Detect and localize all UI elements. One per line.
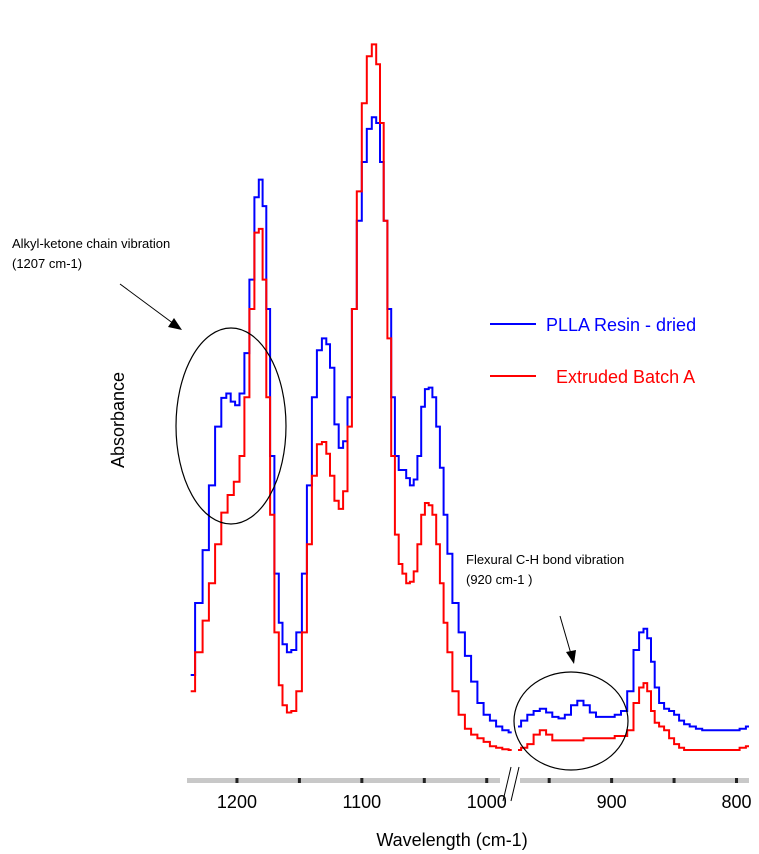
x-tick bbox=[485, 778, 489, 783]
x-tick-label: 1100 bbox=[342, 792, 381, 812]
legend-label-extruded-batch: Extruded Batch A bbox=[556, 367, 695, 387]
series-line-plla-resin-segment-1 bbox=[518, 627, 749, 732]
series-line-extruded-batch-segment-0 bbox=[190, 43, 512, 751]
x-axis-bar bbox=[187, 778, 749, 783]
highlight-ellipse bbox=[175, 327, 287, 525]
x-tick bbox=[672, 778, 676, 783]
series-line-extruded-batch-segment-1 bbox=[518, 682, 749, 751]
annotation-alkyl-ketone-title: Alkyl-ketone chain vibration bbox=[12, 236, 170, 251]
x-tick-label: 900 bbox=[597, 792, 627, 812]
y-axis-label: Absorbance bbox=[108, 372, 128, 468]
x-axis-label: Wavelength (cm-1) bbox=[376, 830, 527, 850]
x-tick-label: 1000 bbox=[467, 792, 507, 812]
x-tick bbox=[547, 778, 551, 783]
annotation-arrow-line bbox=[119, 283, 175, 325]
x-tick bbox=[422, 778, 426, 783]
legend-label-plla-resin: PLLA Resin - dried bbox=[546, 315, 696, 335]
x-tick bbox=[297, 778, 301, 783]
x-tick-label: 800 bbox=[721, 792, 751, 812]
annotation-flexural-ch-value: (920 cm-1 ) bbox=[466, 572, 532, 587]
annotation-flexural-ch-title: Flexural C-H bond vibration bbox=[466, 552, 624, 567]
x-tick-label: 1200 bbox=[217, 792, 257, 812]
x-tick bbox=[735, 778, 739, 783]
x-tick bbox=[360, 778, 364, 783]
highlight-ellipse bbox=[513, 671, 629, 771]
axis-break-mark bbox=[502, 766, 512, 802]
x-tick bbox=[235, 778, 239, 783]
annotation-alkyl-ketone-value: (1207 cm-1) bbox=[12, 256, 82, 271]
axis-break-mark bbox=[510, 766, 520, 802]
arrow-head-icon bbox=[566, 650, 576, 664]
legend: PLLA Resin - dried Extruded Batch A bbox=[490, 315, 696, 387]
x-axis-break-gap bbox=[500, 775, 520, 785]
arrow-head-icon bbox=[168, 318, 182, 330]
annotation-arrow-line bbox=[559, 615, 572, 655]
annotation-alkyl-ketone: Alkyl-ketone chain vibration (1207 cm-1) bbox=[12, 236, 287, 525]
x-tick bbox=[610, 778, 614, 783]
annotation-flexural-ch: Flexural C-H bond vibration (920 cm-1 ) bbox=[466, 552, 629, 771]
